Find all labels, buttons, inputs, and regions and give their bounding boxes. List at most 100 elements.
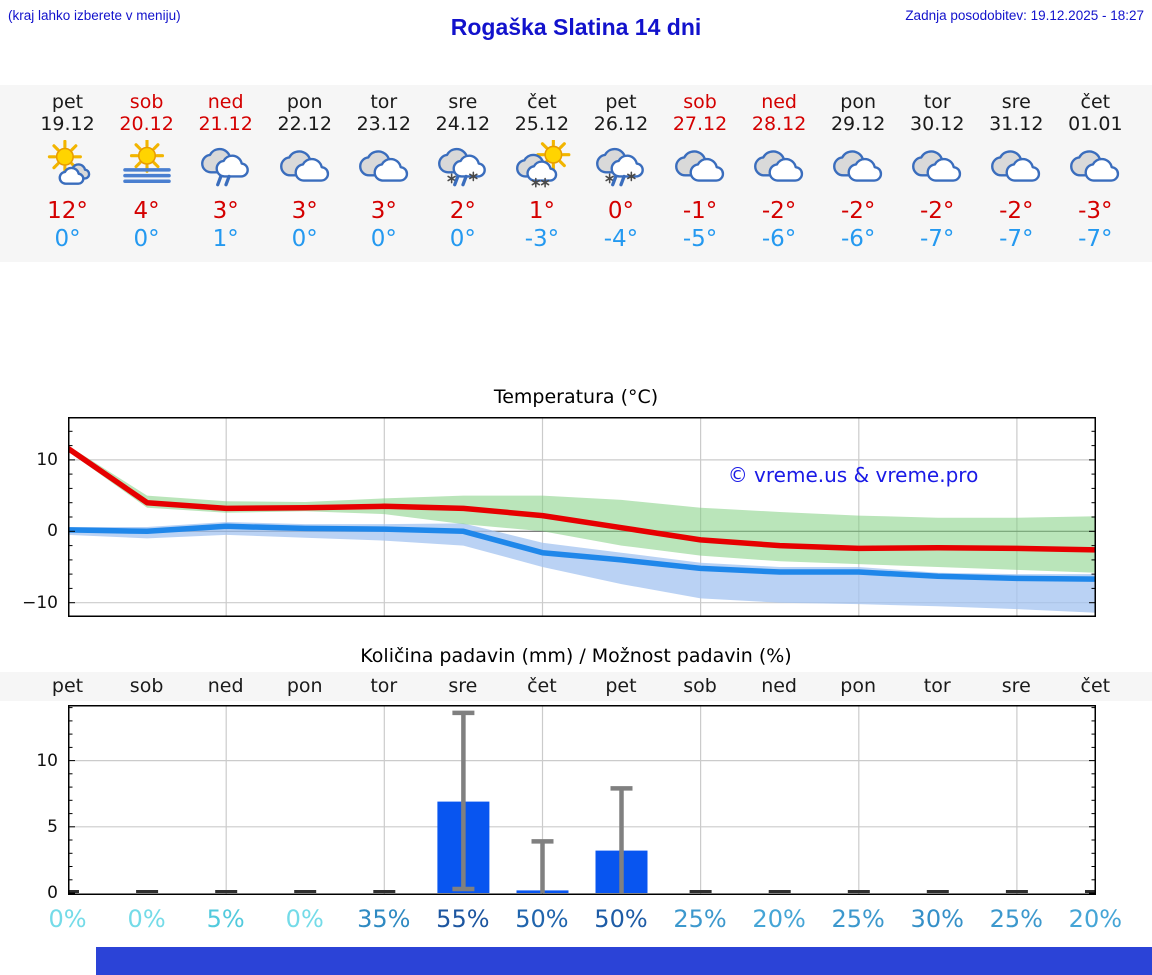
tmax-value: -2° (761, 198, 797, 224)
forecast-day-column: čet 01.01 -3° -7° (1056, 85, 1135, 262)
day-date: 19.12 (40, 113, 95, 135)
precip-day-labels: pet sob ned pon tor sre čet pet sob ned pon tor sre č… (28, 672, 1136, 701)
precip-day-label: tor (923, 675, 951, 697)
precip-day-label: sob (683, 675, 717, 697)
forecast-day-column: pet 26.12 0° -4° (581, 85, 660, 262)
weather-icon-slot (977, 138, 1056, 190)
precip-y-tick-label: 0 (47, 883, 58, 903)
day-name: pet (51, 91, 84, 113)
tmax-value: -2° (920, 198, 955, 224)
cloudy-icon (912, 150, 962, 182)
day-name: pet (605, 91, 637, 113)
tmax-value: -1° (682, 198, 718, 224)
tmax-value: 3° (370, 198, 397, 224)
precip-probability-value: 35% (357, 905, 411, 933)
tmax-value: 12° (47, 198, 88, 224)
precip-zero-mark (847, 890, 870, 893)
precip-zero-mark (1005, 890, 1028, 893)
precip-y-tick-label: 5 (47, 816, 58, 837)
cloudy-icon (358, 150, 408, 182)
tmax-value: 3° (212, 198, 239, 224)
sleet-icon (437, 147, 486, 187)
precip-probability-value: 50% (515, 905, 569, 933)
forecast-day-column: sre 31.12 -2° -7° (977, 85, 1056, 262)
day-date: 24.12 (435, 113, 491, 135)
tmin-value: 0° (449, 226, 476, 252)
temperature-min-band (68, 522, 1096, 613)
weather-icon-slot (502, 138, 581, 190)
tmin-value: 0° (291, 226, 318, 252)
weather-icon-slot (423, 138, 502, 190)
weather-icon-slot (107, 138, 186, 190)
precipitation-chart-title: Količina padavin (mm) / Možnost padavin … (360, 645, 792, 667)
tmax-value: 0° (607, 198, 635, 224)
temp-y-tick-label: 0 (47, 521, 58, 542)
tmax-value: 4° (133, 198, 160, 224)
precip-probability-value: 20% (1068, 905, 1123, 933)
day-name: pon (840, 91, 877, 113)
day-name: sob (129, 91, 164, 113)
precip-probability-value: 25% (831, 905, 885, 933)
tmax-value: -3° (1078, 198, 1113, 224)
day-date: 28.12 (751, 113, 807, 135)
day-name: čet (527, 91, 557, 113)
tmin-value: -6° (840, 226, 876, 252)
forecast-day-column: pon 29.12 -2° -6° (819, 85, 898, 262)
precip-probability-value: 50% (594, 905, 648, 933)
precip-whisker (610, 786, 633, 893)
precip-day-label: sre (448, 675, 478, 697)
weather-icon-slot (186, 138, 265, 190)
precip-whisker (452, 710, 475, 892)
temperature-chart-svg (65, 416, 1099, 618)
tmin-value: 0° (370, 226, 397, 252)
temp-y-tick-label: 10 (36, 449, 58, 470)
precip-probability-row: 0% 0% 5% 0% 35% 55% 50% 50% 25% 20% 25% 30% 25% 20% (28, 902, 1136, 936)
tmin-value: 1° (212, 226, 239, 252)
precip-zero-mark (926, 890, 949, 893)
bottom-banner (96, 947, 1152, 975)
weather-icon-slot (581, 138, 660, 190)
tmin-value: -3° (524, 226, 560, 252)
precip-days-background (0, 672, 1152, 701)
precip-y-tick-label: 10 (36, 750, 58, 771)
day-date: 22.12 (277, 113, 332, 135)
tmax-value: 2° (449, 198, 476, 224)
precipitation-chart (57, 705, 1107, 895)
day-name: ned (207, 91, 244, 113)
tmin-value: -7° (999, 226, 1034, 252)
weather-icon-slot (898, 138, 977, 190)
day-date: 21.12 (198, 113, 253, 135)
fog-icon (122, 140, 171, 184)
weather-icon-slot (1056, 138, 1135, 190)
tmin-value: -5° (682, 226, 718, 252)
precip-day-label: tor (370, 675, 398, 697)
cloudy-icon (754, 150, 804, 182)
tmin-value: -4° (603, 226, 639, 252)
precip-probability-value: 20% (752, 905, 806, 933)
forecast-day-column: sre 24.12 2° 0° (423, 85, 502, 262)
temperature-chart-title: Temperatura (°C) (493, 386, 659, 408)
tmax-value: -2° (999, 198, 1034, 224)
precip-probability-value: 5% (206, 905, 245, 933)
forecast-day-column: sob 27.12 -1° -5° (661, 85, 740, 262)
precip-day-label: čet (527, 675, 557, 697)
precip-probability-value: 0% (127, 905, 166, 933)
precip-probability-value: 30% (910, 905, 964, 933)
temp-y-tick-label: −10 (22, 592, 58, 613)
weather-icon-slot (265, 138, 344, 190)
cloudy-icon (279, 150, 329, 182)
day-date: 30.12 (910, 113, 965, 135)
precip-day-label: pon (840, 675, 877, 697)
day-date: 25.12 (514, 113, 570, 135)
day-name: sre (1001, 91, 1031, 113)
day-date: 23.12 (356, 113, 411, 135)
precip-day-label: pet (51, 675, 84, 697)
forecast-day-column: sob 20.12 4° 0° (107, 85, 186, 262)
day-name: sre (448, 91, 478, 113)
temperature-max-band (68, 445, 1096, 573)
weather-icon-slot (740, 138, 819, 190)
cloudy-icon (1070, 150, 1120, 182)
precip-zero-mark (373, 890, 396, 893)
tmin-value: -6° (761, 226, 797, 252)
day-name: tor (923, 91, 951, 113)
